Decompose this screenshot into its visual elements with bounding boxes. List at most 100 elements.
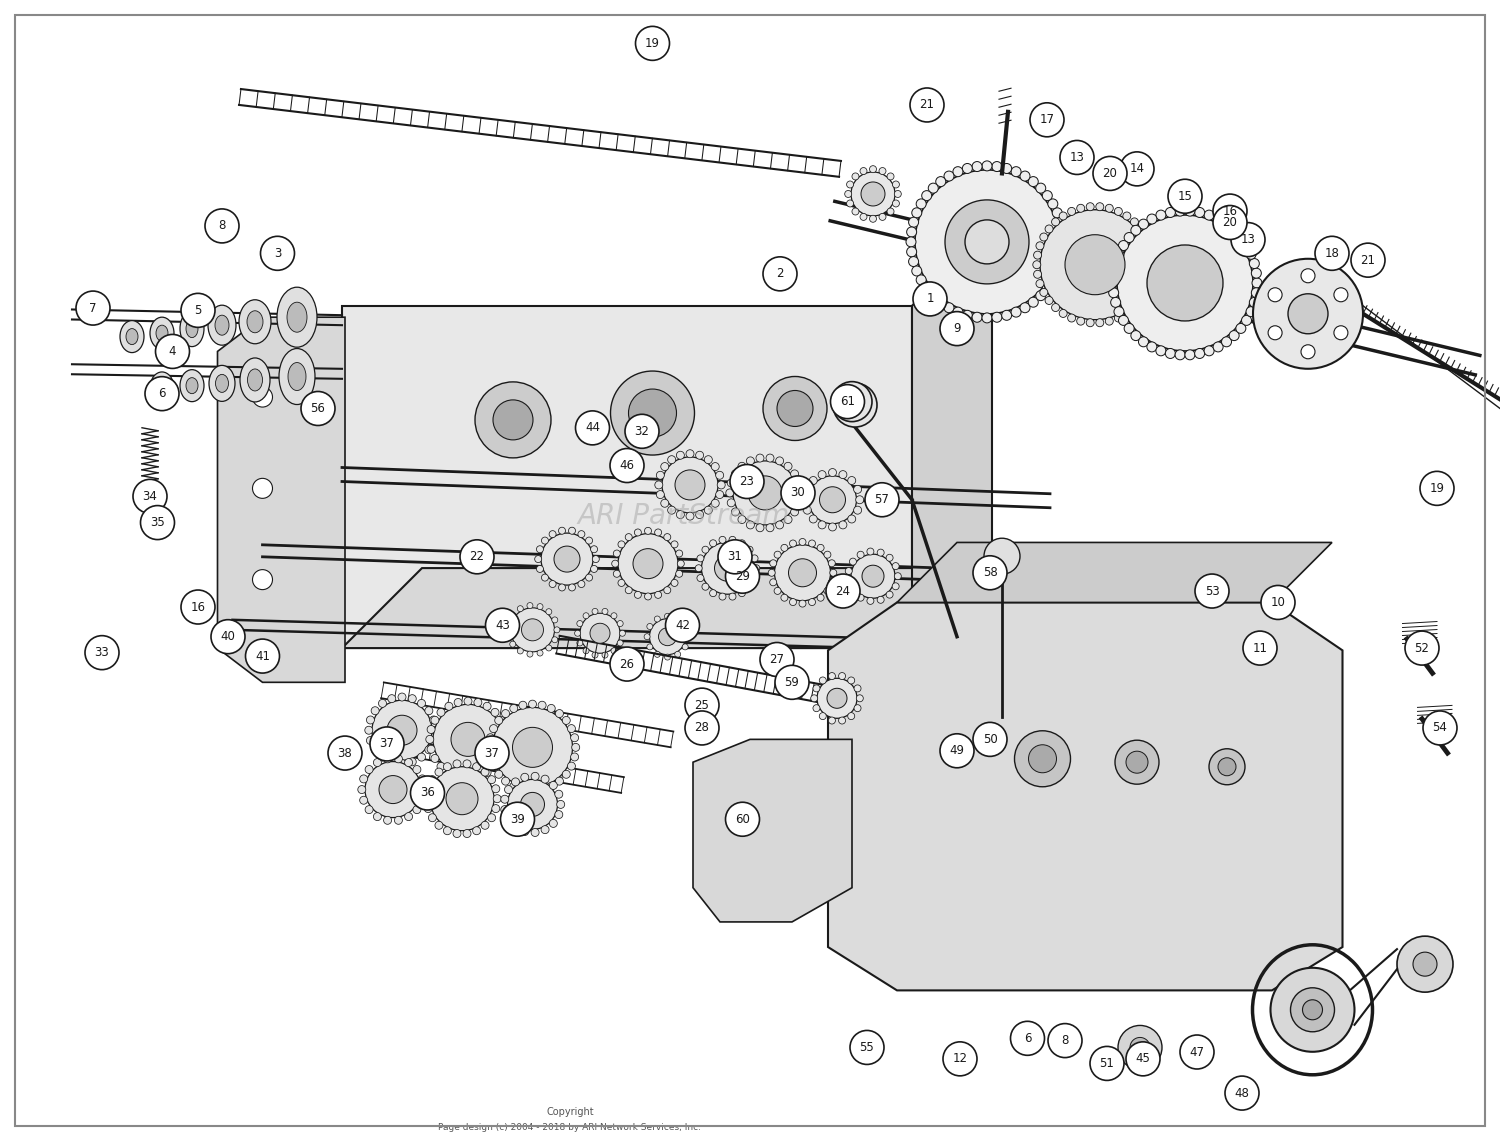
- Circle shape: [549, 819, 558, 827]
- Circle shape: [156, 334, 189, 369]
- Circle shape: [558, 584, 566, 591]
- Text: 30: 30: [790, 486, 806, 500]
- Circle shape: [912, 208, 922, 218]
- Circle shape: [776, 665, 808, 699]
- Circle shape: [460, 540, 494, 574]
- Circle shape: [732, 508, 740, 516]
- Circle shape: [1300, 345, 1316, 358]
- Circle shape: [658, 628, 676, 646]
- Circle shape: [510, 613, 516, 618]
- Circle shape: [850, 1030, 883, 1065]
- Ellipse shape: [186, 378, 198, 394]
- Circle shape: [686, 450, 694, 458]
- Circle shape: [1137, 225, 1144, 233]
- Circle shape: [810, 477, 818, 485]
- Circle shape: [486, 608, 519, 642]
- Circle shape: [1196, 574, 1228, 608]
- Circle shape: [503, 735, 510, 744]
- Ellipse shape: [180, 310, 204, 347]
- Circle shape: [804, 485, 812, 493]
- Text: 11: 11: [1252, 641, 1268, 655]
- Circle shape: [729, 593, 736, 600]
- Text: 20: 20: [1222, 216, 1238, 229]
- Circle shape: [963, 163, 972, 173]
- Circle shape: [413, 766, 422, 774]
- Circle shape: [1042, 283, 1053, 293]
- Circle shape: [482, 822, 489, 830]
- Circle shape: [408, 695, 417, 703]
- Circle shape: [675, 570, 682, 577]
- Circle shape: [1252, 278, 1262, 288]
- Circle shape: [1168, 179, 1202, 213]
- Circle shape: [252, 569, 273, 590]
- Circle shape: [574, 630, 580, 637]
- Circle shape: [730, 464, 764, 499]
- Circle shape: [664, 654, 670, 661]
- Circle shape: [675, 470, 705, 500]
- Circle shape: [618, 541, 626, 548]
- Circle shape: [1137, 297, 1144, 305]
- Circle shape: [584, 648, 590, 654]
- Circle shape: [1036, 242, 1044, 250]
- Circle shape: [370, 746, 380, 754]
- Text: 4: 4: [168, 345, 177, 358]
- Circle shape: [492, 785, 500, 793]
- Circle shape: [562, 717, 570, 725]
- Circle shape: [886, 591, 892, 598]
- Circle shape: [618, 534, 678, 593]
- Circle shape: [394, 816, 402, 824]
- Circle shape: [1108, 268, 1119, 278]
- Circle shape: [590, 623, 610, 644]
- Circle shape: [734, 461, 796, 525]
- Circle shape: [702, 542, 753, 594]
- Circle shape: [1204, 346, 1214, 356]
- Polygon shape: [342, 306, 912, 648]
- Circle shape: [808, 599, 816, 606]
- Circle shape: [488, 776, 495, 784]
- Circle shape: [510, 641, 516, 647]
- Circle shape: [847, 515, 855, 523]
- Circle shape: [764, 257, 796, 291]
- Text: 53: 53: [1204, 584, 1219, 598]
- Circle shape: [1058, 246, 1068, 257]
- Circle shape: [610, 371, 695, 455]
- Circle shape: [520, 774, 530, 782]
- Circle shape: [1209, 748, 1245, 785]
- Circle shape: [548, 783, 555, 791]
- Circle shape: [676, 511, 684, 519]
- Circle shape: [756, 524, 764, 532]
- Circle shape: [423, 794, 430, 803]
- Circle shape: [1156, 210, 1166, 220]
- Circle shape: [1194, 348, 1204, 358]
- Circle shape: [726, 559, 759, 593]
- Text: 47: 47: [1190, 1045, 1204, 1059]
- Text: 50: 50: [982, 733, 998, 746]
- Circle shape: [618, 580, 626, 586]
- Circle shape: [501, 777, 510, 785]
- Text: 33: 33: [94, 646, 110, 659]
- Circle shape: [952, 167, 963, 177]
- Circle shape: [1040, 210, 1150, 319]
- Circle shape: [1035, 184, 1046, 193]
- Circle shape: [430, 767, 494, 831]
- Circle shape: [490, 709, 500, 717]
- Circle shape: [430, 717, 439, 725]
- Circle shape: [482, 768, 489, 776]
- Circle shape: [495, 770, 502, 778]
- Circle shape: [645, 527, 651, 534]
- Ellipse shape: [186, 319, 198, 338]
- Circle shape: [435, 768, 442, 776]
- Ellipse shape: [279, 348, 315, 405]
- Circle shape: [1096, 203, 1104, 211]
- Circle shape: [614, 570, 621, 577]
- Text: 1: 1: [926, 292, 933, 306]
- Circle shape: [506, 632, 512, 638]
- Circle shape: [537, 566, 543, 573]
- Circle shape: [1094, 156, 1126, 191]
- Circle shape: [592, 653, 598, 658]
- Circle shape: [542, 537, 549, 544]
- Circle shape: [862, 565, 883, 588]
- Text: 15: 15: [1178, 189, 1192, 203]
- Circle shape: [520, 792, 544, 817]
- Circle shape: [670, 541, 678, 548]
